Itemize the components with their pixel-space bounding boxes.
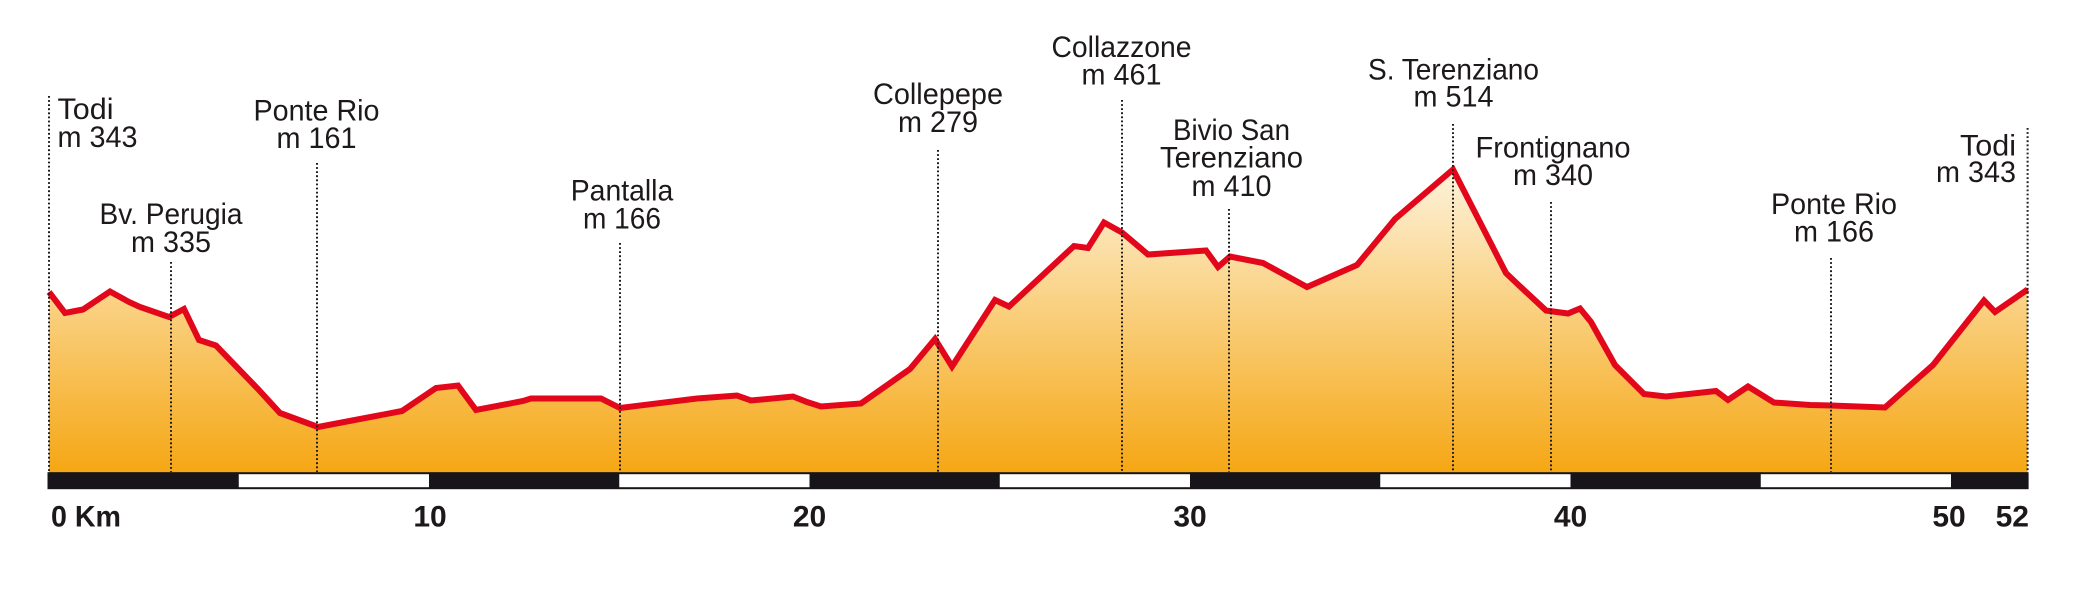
- svg-text:m 335: m 335: [131, 226, 211, 259]
- svg-text:0 Km: 0 Km: [51, 500, 121, 533]
- svg-text:m 166: m 166: [583, 203, 661, 236]
- svg-text:40: 40: [1554, 500, 1587, 533]
- svg-text:m 461: m 461: [1082, 59, 1162, 92]
- svg-text:Bv. Perugia: Bv. Perugia: [100, 198, 243, 231]
- svg-text:m 161: m 161: [277, 122, 357, 155]
- svg-text:20: 20: [793, 500, 826, 533]
- svg-text:30: 30: [1173, 500, 1206, 533]
- svg-text:Bivio San: Bivio San: [1173, 114, 1290, 147]
- svg-text:m 340: m 340: [1513, 159, 1593, 192]
- svg-text:52: 52: [1996, 500, 2029, 533]
- svg-text:Collepepe: Collepepe: [873, 78, 1003, 111]
- svg-text:Terenziano: Terenziano: [1160, 142, 1303, 175]
- svg-text:m 514: m 514: [1414, 81, 1494, 114]
- svg-text:m 166: m 166: [1794, 216, 1874, 249]
- svg-text:Frontignano: Frontignano: [1476, 132, 1631, 165]
- svg-text:m 343: m 343: [1936, 156, 2016, 189]
- svg-text:S. Terenziano: S. Terenziano: [1368, 54, 1539, 87]
- svg-text:Ponte Rio: Ponte Rio: [254, 95, 380, 128]
- svg-text:50: 50: [1932, 500, 1965, 533]
- svg-text:Todi: Todi: [1960, 130, 2016, 163]
- svg-text:Pantalla: Pantalla: [571, 175, 674, 208]
- svg-text:m 410: m 410: [1192, 170, 1272, 203]
- svg-text:m 343: m 343: [58, 121, 138, 154]
- svg-text:m 279: m 279: [898, 106, 978, 139]
- svg-text:Collazzone: Collazzone: [1052, 31, 1192, 64]
- svg-text:Todi: Todi: [58, 93, 114, 126]
- svg-text:Ponte Rio: Ponte Rio: [1771, 188, 1897, 221]
- svg-text:10: 10: [413, 500, 446, 533]
